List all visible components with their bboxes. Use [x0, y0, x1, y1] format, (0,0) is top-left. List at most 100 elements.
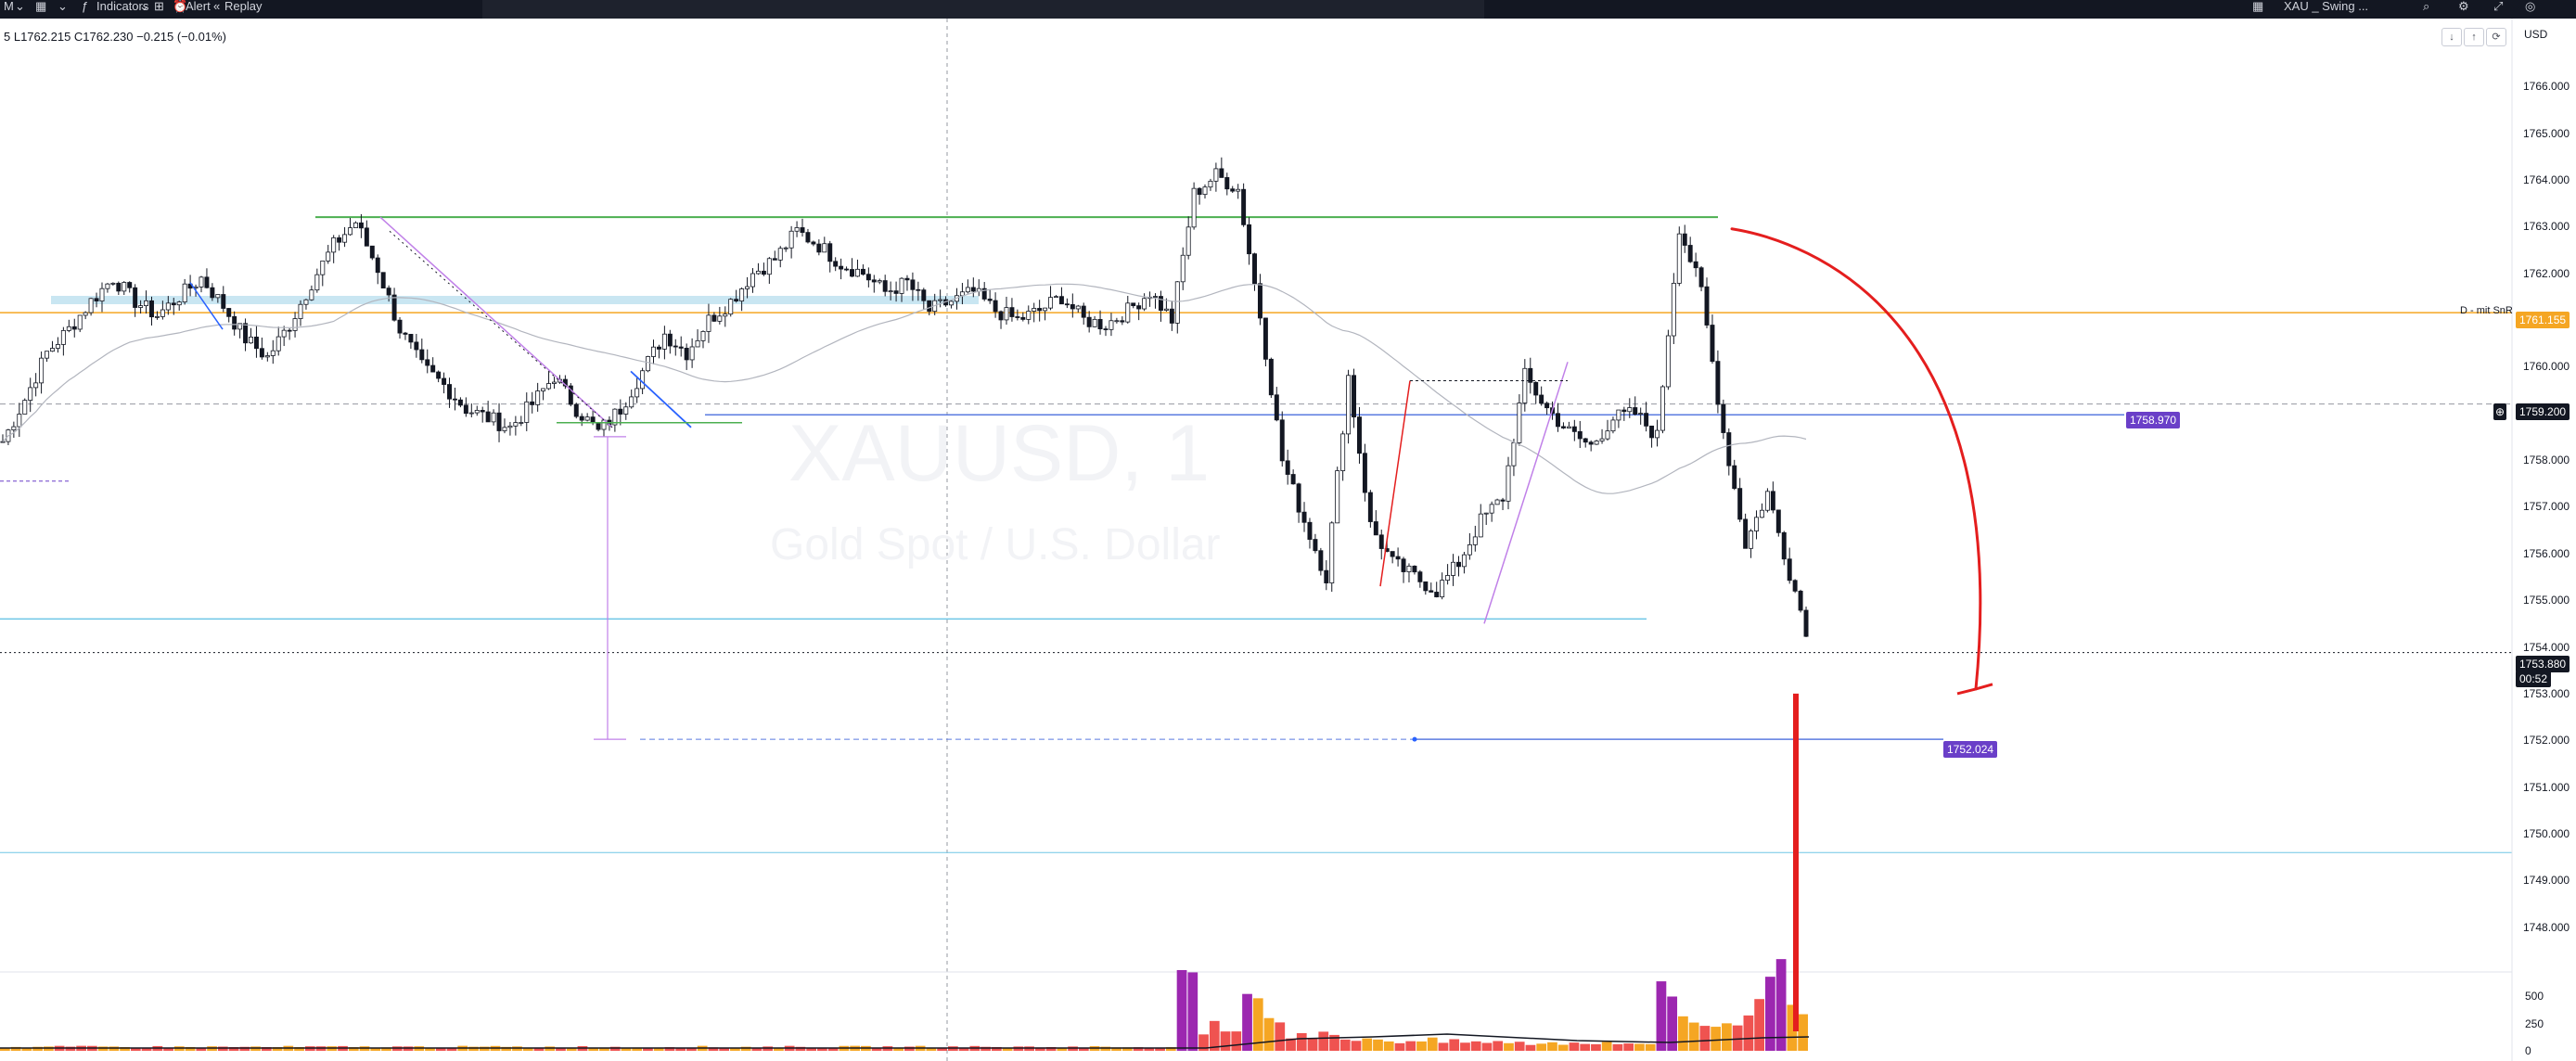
- candle-body: [133, 287, 138, 308]
- candle-body: [1296, 483, 1301, 513]
- candle-body: [717, 315, 723, 322]
- candle-body: [1247, 224, 1252, 255]
- volume-bar: [1121, 1047, 1133, 1051]
- candle-body: [369, 245, 375, 259]
- settings-icon[interactable]: ⚙: [2458, 0, 2469, 13]
- dashed-level-price-tag: 1759.200: [2516, 403, 2570, 420]
- target-price-tag[interactable]: 1752.024: [1943, 741, 1998, 758]
- volume-bar: [1569, 1042, 1580, 1051]
- volume-bar: [1329, 1034, 1339, 1051]
- alert-icon[interactable]: ⏰: [173, 0, 188, 13]
- candle-body: [1759, 509, 1764, 518]
- price-tick-label: 1765.000: [2523, 126, 2570, 140]
- volume-bar: [1176, 969, 1187, 1051]
- candle-body: [618, 408, 623, 415]
- candle-body: [1412, 565, 1417, 573]
- candle-body: [1136, 305, 1142, 310]
- indicators-icon[interactable]: ƒ: [82, 0, 89, 13]
- candle-body: [844, 268, 850, 271]
- price-chart[interactable]: [0, 19, 2576, 1061]
- candle-body: [39, 357, 45, 384]
- add-alert-icon[interactable]: ⊕: [2493, 403, 2507, 420]
- candle-body: [839, 265, 844, 270]
- candle-body: [811, 241, 816, 245]
- candle-body: [513, 422, 519, 427]
- volume-bar: [621, 1047, 632, 1051]
- watermark-symbol: XAUUSD, 1: [788, 409, 1211, 498]
- candle-body: [17, 414, 22, 428]
- volume-bar: [239, 1046, 250, 1051]
- candle-body: [1103, 328, 1109, 331]
- volume-bar: [926, 1048, 937, 1051]
- candle-body: [403, 332, 408, 335]
- trend-line-blue: [630, 370, 692, 428]
- blue-line-price-tag[interactable]: 1758.970: [2126, 412, 2181, 428]
- camera-icon[interactable]: ◎: [2525, 0, 2536, 13]
- volume-bar: [730, 1047, 740, 1051]
- volume-bar: [643, 1047, 653, 1051]
- volume-bar: [32, 1046, 43, 1051]
- candle-body: [1787, 558, 1792, 582]
- volume-bar: [1525, 1044, 1536, 1051]
- candle-body: [783, 247, 788, 249]
- templates-icon[interactable]: ⊞: [154, 0, 164, 13]
- layout-name[interactable]: XAU _ Swing ...: [2284, 0, 2369, 13]
- price-tick-label: 1758.000: [2523, 454, 2570, 467]
- candle-body: [1721, 403, 1726, 433]
- candle-body: [425, 359, 430, 366]
- candle-body: [1075, 305, 1081, 310]
- volume-bars: [0, 959, 1810, 1051]
- candle-body: [430, 364, 436, 373]
- chevron-down-icon[interactable]: ⌄: [58, 0, 68, 13]
- volume-bar: [806, 1048, 817, 1051]
- candle-body: [210, 287, 215, 299]
- candle-body: [1726, 432, 1732, 467]
- volume-bar: [566, 1048, 577, 1051]
- candle-body: [1461, 554, 1467, 568]
- chevron-down-icon[interactable]: ⌄: [139, 0, 149, 13]
- layout-menu-icon[interactable]: ▦: [2252, 0, 2264, 13]
- candle-body: [1191, 187, 1197, 228]
- currency-selector[interactable]: USD: [2524, 28, 2548, 41]
- candle-body: [1715, 361, 1721, 405]
- volume-bar: [1754, 999, 1765, 1051]
- replay-button[interactable]: Replay: [224, 0, 263, 13]
- fullscreen-icon[interactable]: ⤢: [2493, 0, 2504, 13]
- volume-bar: [609, 1046, 621, 1051]
- volume-bar: [1678, 1016, 1688, 1051]
- volume-tick-label: 0: [2525, 1044, 2531, 1057]
- price-tick-label: 1760.000: [2523, 360, 2570, 374]
- candle-body: [1423, 581, 1429, 592]
- volume-bar: [1732, 1025, 1743, 1051]
- candle-body: [1318, 550, 1324, 571]
- reset-icon[interactable]: ⟳: [2486, 28, 2506, 46]
- volume-bar: [795, 1046, 806, 1051]
- candle-body: [579, 415, 584, 421]
- indicators-button[interactable]: Indicators: [96, 0, 149, 13]
- candle-body: [1120, 320, 1125, 323]
- scroll-down-icon[interactable]: ↓: [2441, 28, 2462, 46]
- replay-icon[interactable]: «: [213, 0, 221, 13]
- candle-body: [1324, 569, 1329, 583]
- volume-bar: [21, 1047, 32, 1051]
- candle-body: [1329, 522, 1335, 583]
- search-icon[interactable]: ⌕: [2423, 0, 2430, 13]
- volume-bar: [1318, 1031, 1329, 1051]
- volume-bar: [1765, 977, 1775, 1051]
- candle-body: [1230, 188, 1236, 192]
- candle-body: [1517, 403, 1522, 443]
- interval-button[interactable]: M: [4, 0, 14, 13]
- candle-body: [1142, 298, 1147, 310]
- chevron-down-icon[interactable]: ⌄: [15, 0, 25, 13]
- candle-body: [463, 404, 468, 415]
- volume-bar: [980, 1046, 991, 1051]
- layout-icon[interactable]: ▦: [35, 0, 47, 13]
- volume-bar: [991, 1046, 1002, 1051]
- top-toolbar: M ⌄ ▦ ⌄ ƒ Indicators ⌄ ⊞ ⏰ Alert « Repla…: [0, 0, 2576, 19]
- volume-bar: [1198, 1034, 1209, 1051]
- scroll-up-icon[interactable]: ↑: [2464, 28, 2484, 46]
- candle-body: [893, 290, 899, 294]
- candle-body: [386, 288, 391, 296]
- alert-button[interactable]: Alert: [186, 0, 211, 13]
- volume-bar: [446, 1047, 457, 1051]
